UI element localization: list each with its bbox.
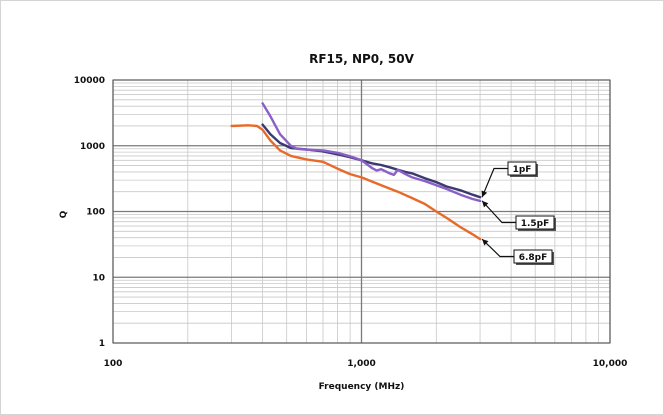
x-axis-label: Frequency (MHz) [319,382,405,392]
callout-box [515,215,555,230]
chart-title: RF15, NP0, 50V [309,52,414,66]
callout-label: 1pF [513,165,532,175]
y-tick-label: 10 [92,273,105,283]
callout-leader-line [481,238,514,258]
y-axis-label: Q [59,210,69,218]
series-line-6-8pf [230,124,482,241]
callout-leader-line [481,200,516,224]
callout-label: 6.8pF [519,253,548,263]
plot-border [112,79,611,344]
callout-arrowhead [481,190,488,198]
x-tick-label: 10,000 [593,359,628,369]
y-tick-label: 1000 [80,142,105,152]
callout-leader-line [481,167,508,198]
callout-label: 1.5pF [521,219,550,229]
x-tick-label: 1,000 [347,359,375,369]
callout-box [507,161,537,176]
y-tick-label: 1 [99,339,105,349]
y-tick-label: 100 [86,208,105,218]
callout-arrowhead [482,200,489,208]
series-line-1-5pf [261,102,482,203]
callout-box [513,249,553,264]
y-tick-label: 10000 [74,76,105,86]
x-tick-label: 100 [104,359,123,369]
callout-arrowhead [482,239,489,246]
